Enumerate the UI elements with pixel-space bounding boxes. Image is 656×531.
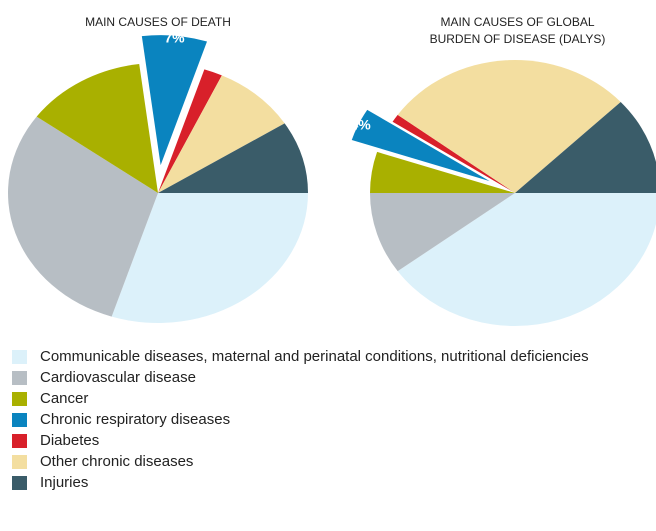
legend-swatch: [12, 392, 27, 406]
legend-label: Cardiovascular disease: [40, 369, 196, 386]
legend-item: Diabetes: [12, 431, 642, 450]
pie-slice: [158, 75, 285, 193]
legend-label: Communicable diseases, maternal and peri…: [40, 348, 589, 365]
legend: Communicable diseases, maternal and peri…: [12, 347, 642, 494]
pie-slice: [158, 123, 308, 193]
legend-swatch: [12, 434, 27, 448]
chart-title: MAIN CAUSES OF DEATH: [85, 15, 231, 29]
pie-slice: [392, 114, 515, 193]
legend-item: Communicable diseases, maternal and peri…: [12, 347, 642, 366]
pie-slice: [515, 101, 656, 193]
legend-item: Injuries: [12, 473, 642, 492]
pie-slice: [111, 193, 308, 323]
legend-swatch: [12, 455, 27, 469]
legend-item: Other chronic diseases: [12, 452, 642, 471]
legend-item: Cancer: [12, 389, 642, 408]
legend-label: Injuries: [40, 474, 89, 491]
legend-swatch: [12, 476, 27, 490]
legend-swatch: [12, 371, 27, 385]
pie-slice: [141, 35, 207, 166]
legend-item: Chronic respiratory diseases: [12, 410, 642, 429]
pie-slice: [397, 60, 621, 194]
pie-slice: [158, 69, 222, 193]
pie-slice: [370, 151, 515, 193]
legend-swatch: [12, 350, 27, 364]
pie-slice: [7, 116, 159, 317]
legend-label: Other chronic diseases: [40, 453, 194, 470]
value-label: 7%: [164, 29, 185, 45]
legend-label: Cancer: [40, 390, 89, 407]
chart-title: MAIN CAUSES OF GLOBAL BURDEN OF DISEASE …: [429, 15, 606, 46]
pie-slice: [397, 193, 656, 326]
legend-label: Diabetes: [40, 432, 100, 449]
legend-swatch: [12, 413, 27, 427]
charts: 7% 4%: [7, 29, 656, 326]
value-label: 4%: [351, 117, 372, 133]
pie-slice: [370, 193, 515, 272]
pie-slice: [351, 109, 490, 182]
legend-label: Chronic respiratory diseases: [40, 411, 231, 428]
pie-slice: [36, 64, 159, 193]
legend-item: Cardiovascular disease: [12, 368, 642, 387]
